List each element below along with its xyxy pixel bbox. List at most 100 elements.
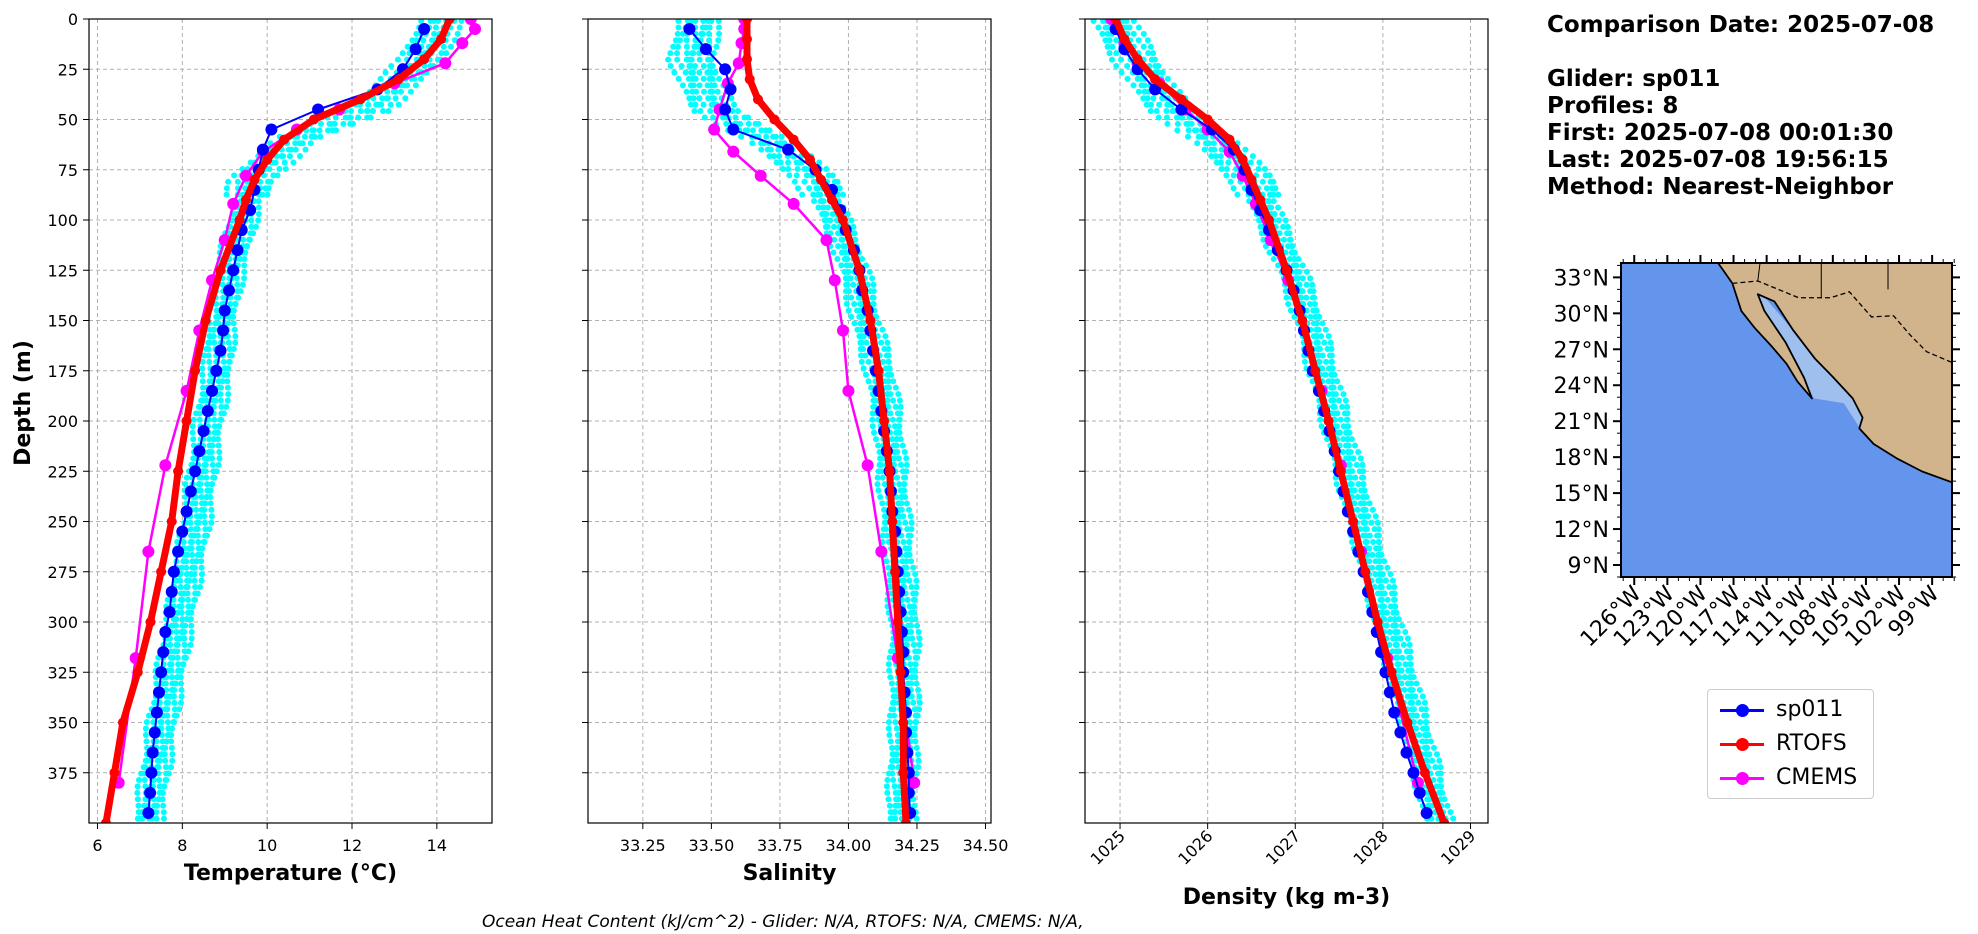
raw-point: [913, 680, 920, 687]
raw-point: [860, 346, 867, 353]
raw-point: [232, 339, 239, 346]
raw-point: [708, 19, 715, 25]
raw-point: [1423, 712, 1430, 719]
raw-point: [824, 223, 831, 230]
continental-shelf: [1722, 263, 1952, 478]
raw-point: [896, 397, 903, 404]
raw-point: [387, 101, 394, 108]
raw-point: [766, 127, 773, 134]
raw-point: [899, 442, 906, 449]
raw-point: [1416, 731, 1423, 738]
raw-point: [241, 275, 248, 282]
raw-point: [690, 82, 697, 89]
raw-point: [848, 294, 855, 301]
raw-point: [892, 719, 899, 726]
series-group: [1105, 19, 1450, 823]
raw-point: [881, 346, 888, 353]
raw-point: [164, 719, 171, 726]
raw-point: [156, 776, 163, 783]
raw-point: [836, 185, 843, 192]
raw-point: [745, 114, 752, 121]
raw-point: [1218, 165, 1225, 172]
raw-point: [1188, 120, 1195, 127]
x-tick-label: 34.00: [826, 836, 872, 855]
raw-point: [225, 391, 232, 398]
raw-point: [418, 19, 425, 25]
raw-point: [909, 635, 916, 642]
raw-point: [916, 699, 923, 706]
series-point-cmems: [727, 145, 740, 158]
raw-point: [896, 481, 903, 488]
raw-point: [1423, 725, 1430, 732]
raw-point: [1369, 506, 1376, 513]
raw-point: [1348, 539, 1355, 546]
series-point-rtofs: [788, 134, 799, 145]
raw-point: [889, 416, 896, 423]
raw-point: [160, 815, 167, 822]
raw-point: [134, 789, 141, 796]
raw-point: [181, 635, 188, 642]
raw-point: [367, 114, 374, 121]
raw-point: [1156, 101, 1163, 108]
raw-point: [164, 706, 171, 713]
series-point-rtofs: [444, 19, 455, 24]
raw-point: [1310, 288, 1317, 295]
raw-point: [199, 358, 206, 365]
raw-point: [407, 88, 414, 95]
raw-point: [852, 236, 859, 243]
raw-point: [709, 88, 716, 95]
raw-point: [1429, 757, 1436, 764]
lat-tick-label: 12°N: [1554, 518, 1609, 543]
raw-point: [1351, 487, 1358, 494]
raw-point: [831, 236, 838, 243]
raw-point: [332, 114, 339, 121]
raw-point: [1323, 358, 1330, 365]
raw-point: [1370, 539, 1377, 546]
raw-point: [1395, 616, 1402, 623]
lat-tick-label: 18°N: [1554, 446, 1609, 471]
raw-point: [860, 320, 867, 327]
raw-point: [915, 686, 922, 693]
raw-point: [1153, 108, 1160, 115]
series-point-rtofs: [826, 194, 837, 205]
raw-point: [230, 320, 237, 327]
raw-point: [265, 185, 272, 192]
axes-frame: [587, 18, 992, 824]
raw-point: [198, 493, 205, 500]
raw-point: [1144, 37, 1151, 44]
raw-point: [302, 146, 309, 153]
raw-point: [890, 776, 897, 783]
series-point-sp011: [167, 565, 180, 578]
raw-point: [224, 397, 231, 404]
raw-point: [1357, 455, 1364, 462]
series-point-rtofs: [892, 617, 903, 627]
series-point-rtofs: [240, 194, 251, 205]
raw-point: [884, 532, 891, 539]
x-axis-label: Salinity: [743, 861, 837, 886]
raw-point: [1263, 185, 1270, 192]
comparison-date: Comparison Date: 2025-07-08: [1547, 12, 1935, 38]
raw-point: [201, 506, 208, 513]
raw-point: [197, 481, 204, 488]
raw-point: [1271, 210, 1278, 217]
raw-point: [878, 339, 885, 346]
raw-point: [700, 75, 707, 82]
raw-point: [1387, 616, 1394, 623]
legend-marker: [1736, 738, 1749, 751]
raw-point: [886, 712, 893, 719]
raw-point: [901, 481, 908, 488]
raw-point: [1108, 56, 1115, 63]
raw-point: [1141, 82, 1148, 89]
series-point-rtofs: [873, 365, 884, 376]
raw-point: [193, 506, 200, 513]
raw-point: [159, 796, 166, 803]
raw-point: [838, 262, 845, 269]
raw-point: [1321, 339, 1328, 346]
series-point-sp011: [719, 63, 732, 76]
raw-point: [180, 661, 187, 668]
raw-point: [177, 699, 184, 706]
raw-point: [1334, 378, 1341, 385]
lat-tick-label: 15°N: [1554, 482, 1609, 507]
raw-point: [193, 558, 200, 565]
raw-point: [1194, 140, 1201, 147]
